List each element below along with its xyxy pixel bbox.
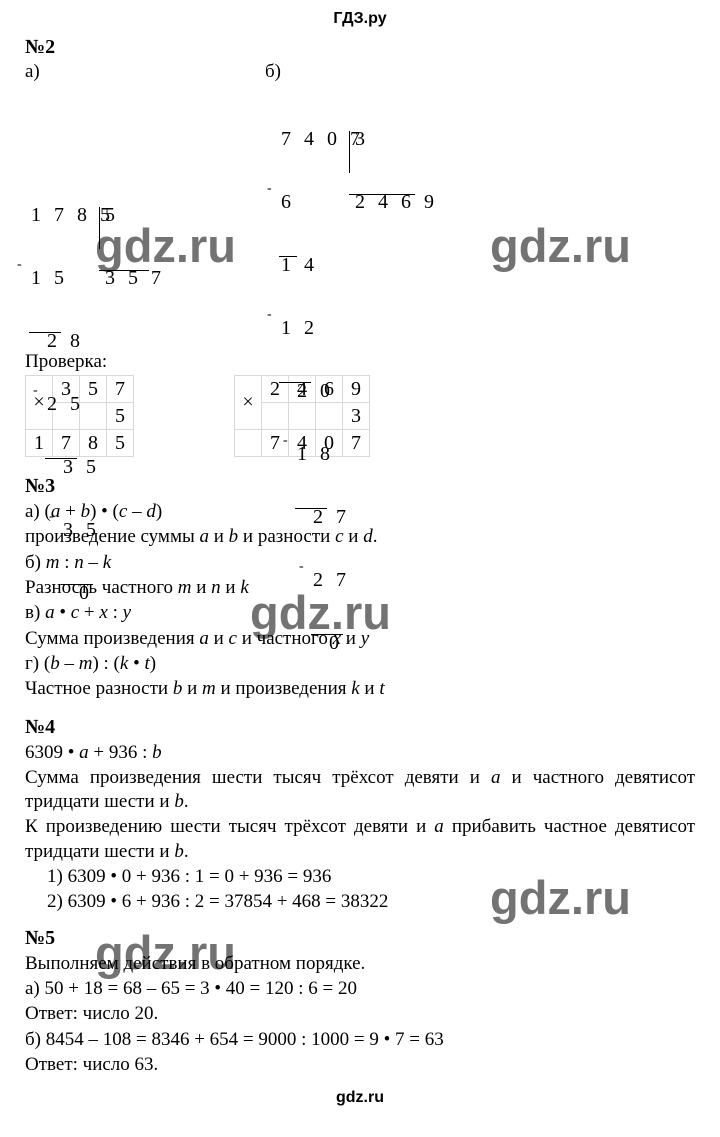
col-a-label: а) [25, 61, 65, 83]
p5-b-ans: Ответ: число 63. [25, 1053, 695, 1077]
p4-calc2: 2) 6309 • 6 + 936 : 2 = 37854 + 468 = 38… [25, 890, 695, 914]
problem-3-body: а) (a + b) • (c – d) произведение суммы … [25, 500, 695, 702]
p3-line-7: Частное разности b и m и произведения k … [25, 677, 695, 701]
problem-5-body: Выполняем действия в обратном порядке. а… [25, 952, 695, 1078]
quotient-a: 3 5 7 [105, 268, 165, 289]
p5-a-ans: Ответ: число 20. [25, 1002, 695, 1026]
problem-4-body: 6309 • a + 936 : b Сумма произведения ше… [25, 741, 695, 915]
p4-line1: Сумма произведения шести тысяч трёхсот д… [25, 766, 695, 815]
p3-line-5: Сумма произведения a и c и частного x и … [25, 627, 695, 651]
divisor-b: 3 [355, 129, 369, 150]
problem-4-heading: №4 [25, 716, 695, 739]
p3-line-6: г) (b – m) : (k • t) [25, 652, 695, 676]
p4-line2: К произведению шести тысяч трёхсот девят… [25, 815, 695, 864]
footer: gdz.ru [25, 1089, 695, 1107]
problem-2-heading: №2 [25, 36, 695, 59]
p5-a: а) 50 + 18 = 68 – 65 = 3 • 40 = 120 : 6 … [25, 977, 695, 1001]
long-division-a: 1 7 8 5 5 - 1 5 3 5 7 2 8 - 2 5 [17, 142, 157, 347]
label-b: б) [265, 61, 281, 82]
problem-3-heading: №3 [25, 475, 695, 498]
p3-line-3: Разность частного m и n и k [25, 576, 695, 600]
problem-5-heading: №5 [25, 927, 695, 950]
dividend-b: 7 4 0 7 [281, 129, 364, 150]
mult-sign: × [235, 376, 262, 430]
p3-line-0: а) (a + b) • (c – d) [25, 500, 695, 524]
label-a: а) [25, 61, 40, 82]
p3-line-2: б) m : n – k [25, 551, 695, 575]
check-label: Проверка: [25, 351, 695, 373]
divisor-a: 5 [105, 205, 119, 226]
p3-line-1: произведение суммы a и b и разности c и … [25, 525, 695, 549]
p3-line-4: в) a • c + x : y [25, 601, 695, 625]
problem-2-columns: а) б) [25, 61, 695, 83]
multiplication-checks: × 3 5 7 5 1 7 8 5 × 2 4 6 [25, 373, 695, 457]
p4-expr: 6309 • a + 936 : b [25, 741, 695, 765]
long-division-b: 7 4 0 7 3 - 6 2 4 6 9 1 4 - 1 2 [267, 87, 427, 347]
p5-intro: Выполняем действия в обратном порядке. [25, 952, 695, 976]
quotient-b: 2 4 6 9 [355, 192, 438, 213]
p5-b: б) 8454 – 108 = 8346 + 654 = 9000 : 1000… [25, 1028, 695, 1052]
site-title: ГДЗ.ру [25, 10, 695, 28]
p4-calc1: 1) 6309 • 0 + 936 : 1 = 0 + 936 = 936 [25, 865, 695, 889]
col-b-label: б) [265, 61, 305, 83]
dividend-a: 1 7 8 5 [31, 205, 114, 226]
page-container: ГДЗ.ру №2 а) б) 1 7 8 5 5 - 1 5 3 5 7 [0, 0, 720, 1137]
